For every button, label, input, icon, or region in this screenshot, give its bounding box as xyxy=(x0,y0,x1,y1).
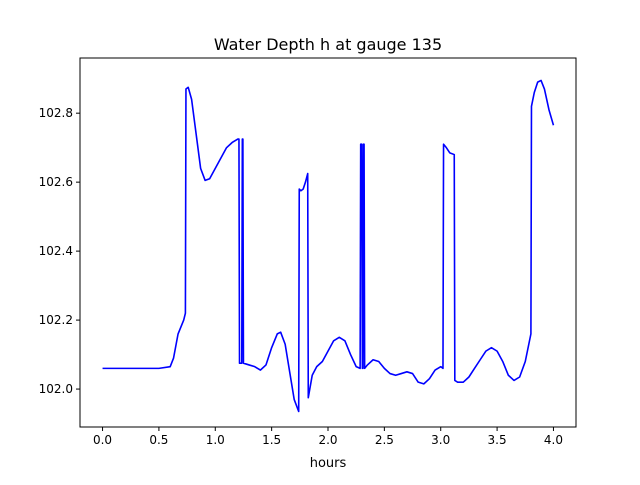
y-tick-label: 102.6 xyxy=(39,175,73,189)
y-tick-label: 102.0 xyxy=(39,382,73,396)
x-tick-label: 1.5 xyxy=(262,433,281,447)
x-tick-label: 4.0 xyxy=(544,433,563,447)
y-tick-label: 102.8 xyxy=(39,106,73,120)
x-tick-label: 3.0 xyxy=(431,433,450,447)
x-tick-label: 1.0 xyxy=(206,433,225,447)
x-tick-label: 0.5 xyxy=(149,433,168,447)
x-tick-label: 2.0 xyxy=(318,433,337,447)
series-line xyxy=(102,79,555,413)
x-tick-label: 0.0 xyxy=(93,433,112,447)
y-axis-ticks: 102.0 102.2 102.4 102.6 102.8 xyxy=(39,106,80,396)
x-tick-label: 3.5 xyxy=(488,433,507,447)
series-layer xyxy=(102,79,555,413)
plot-frame xyxy=(79,57,577,428)
y-tick-label: 102.4 xyxy=(39,244,73,258)
y-tick-label: 102.2 xyxy=(39,313,73,327)
x-axis-ticks: 0.0 0.5 1.0 1.5 2.0 2.5 3.0 3.5 4.0 xyxy=(93,427,563,447)
x-tick-label: 2.5 xyxy=(375,433,394,447)
chart-title: Water Depth h at gauge 135 xyxy=(214,35,442,54)
x-axis-label: hours xyxy=(310,456,347,471)
